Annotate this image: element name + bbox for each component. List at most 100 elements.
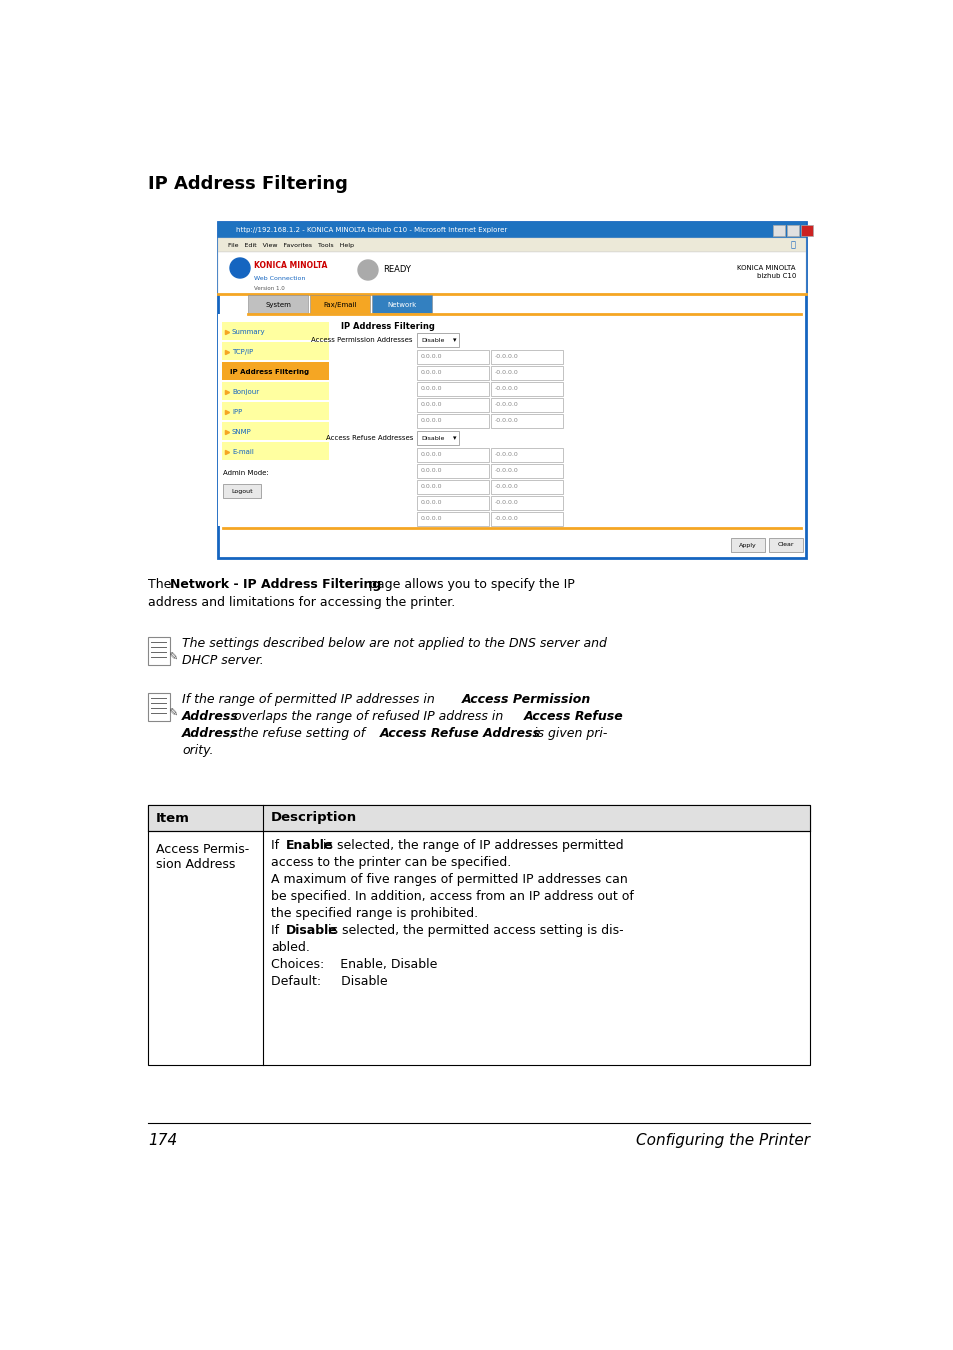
Bar <box>416 414 489 428</box>
Text: Access Refuse Address: Access Refuse Address <box>379 728 540 740</box>
Bar <box>491 495 562 510</box>
Bar <box>218 221 805 558</box>
Text: Web Connection: Web Connection <box>253 275 305 281</box>
Bar <box>218 252 805 294</box>
Text: access to the printer can be specified.: access to the printer can be specified. <box>271 856 511 869</box>
Bar <box>491 398 562 412</box>
Text: Address: Address <box>182 728 238 740</box>
Bar <box>491 448 562 462</box>
Bar <box>416 464 489 478</box>
Text: Access Permission Addresses: Access Permission Addresses <box>312 338 413 343</box>
Bar <box>416 448 489 462</box>
Text: Access Refuse Addresses: Access Refuse Addresses <box>325 435 413 441</box>
Bar <box>491 382 562 396</box>
Text: Default:     Disable: Default: Disable <box>271 975 387 988</box>
Bar <box>768 539 802 552</box>
Text: be specified. In addition, access from an IP address out of: be specified. In addition, access from a… <box>271 890 633 903</box>
Text: If the range of permitted IP addresses in: If the range of permitted IP addresses i… <box>182 693 438 706</box>
Text: -0.0.0.0: -0.0.0.0 <box>495 452 518 458</box>
Bar <box>222 342 329 360</box>
Bar <box>416 366 489 379</box>
Text: Clear: Clear <box>777 543 794 548</box>
Bar <box>222 423 329 440</box>
Text: Description: Description <box>271 811 356 825</box>
Text: KONICA MINOLTA: KONICA MINOLTA <box>253 262 327 270</box>
Text: 0.0.0.0: 0.0.0.0 <box>420 386 442 391</box>
Text: -0.0.0.0: -0.0.0.0 <box>495 501 518 505</box>
Text: The: The <box>148 578 175 591</box>
Bar <box>491 414 562 428</box>
Text: Version 1.0: Version 1.0 <box>253 285 284 290</box>
Bar <box>416 398 489 412</box>
Text: Disable: Disable <box>420 338 444 343</box>
Text: 0.0.0.0: 0.0.0.0 <box>420 370 442 375</box>
Text: If: If <box>271 923 283 937</box>
Bar <box>218 315 333 526</box>
Bar <box>416 431 458 446</box>
Text: Bonjour: Bonjour <box>232 389 259 396</box>
Bar <box>223 485 261 498</box>
Text: ority.: ority. <box>182 744 213 757</box>
Text: is given pri-: is given pri- <box>530 728 607 740</box>
Text: 0.0.0.0: 0.0.0.0 <box>420 501 442 505</box>
Text: 0.0.0.0: 0.0.0.0 <box>420 468 442 474</box>
Text: 0.0.0.0: 0.0.0.0 <box>420 517 442 521</box>
Text: 0.0.0.0: 0.0.0.0 <box>420 485 442 490</box>
Bar <box>218 238 805 252</box>
Text: -0.0.0.0: -0.0.0.0 <box>495 517 518 521</box>
Bar <box>310 296 370 313</box>
Text: Disable: Disable <box>286 923 337 937</box>
Bar <box>248 296 308 313</box>
Text: Enable: Enable <box>286 838 333 852</box>
Text: Admin Mode:: Admin Mode: <box>223 470 269 477</box>
Bar <box>491 481 562 494</box>
Bar <box>772 225 784 236</box>
Text: The settings described below are not applied to the DNS server and: The settings described below are not app… <box>182 637 606 649</box>
Text: ✎: ✎ <box>168 653 177 663</box>
Bar <box>148 637 170 666</box>
Text: ▾: ▾ <box>452 435 456 441</box>
Text: E-mail: E-mail <box>232 450 253 455</box>
Bar <box>222 402 329 420</box>
Text: overlaps the range of refused IP address in: overlaps the range of refused IP address… <box>230 710 507 724</box>
Text: Address: Address <box>182 710 238 724</box>
Text: Network - IP Address Filtering: Network - IP Address Filtering <box>170 578 381 591</box>
Text: Choices:    Enable, Disable: Choices: Enable, Disable <box>271 958 436 971</box>
Bar <box>416 333 458 347</box>
Text: Logout: Logout <box>231 489 253 494</box>
Bar <box>222 362 329 379</box>
Bar <box>372 296 432 313</box>
Bar <box>786 225 799 236</box>
Text: IPP: IPP <box>232 409 242 414</box>
Text: IP Address Filtering: IP Address Filtering <box>230 369 309 375</box>
Text: 0.0.0.0: 0.0.0.0 <box>420 452 442 458</box>
Text: 174: 174 <box>148 1133 177 1147</box>
Text: , the refuse setting of: , the refuse setting of <box>230 728 369 740</box>
Text: READY: READY <box>382 266 411 274</box>
Text: is selected, the range of IP addresses permitted: is selected, the range of IP addresses p… <box>318 838 623 852</box>
Bar <box>148 805 809 1065</box>
Text: -0.0.0.0: -0.0.0.0 <box>495 386 518 391</box>
Text: -0.0.0.0: -0.0.0.0 <box>495 355 518 359</box>
Text: abled.: abled. <box>271 941 310 954</box>
Text: ▾: ▾ <box>452 338 456 343</box>
Text: TCP/IP: TCP/IP <box>232 350 253 355</box>
Text: KONICA MINOLTA
bizhub C10: KONICA MINOLTA bizhub C10 <box>737 266 795 278</box>
Text: Apply: Apply <box>739 543 756 548</box>
Bar <box>148 805 809 832</box>
Text: If: If <box>271 838 283 852</box>
Text: the specified range is prohibited.: the specified range is prohibited. <box>271 907 477 919</box>
Text: Network: Network <box>387 302 416 308</box>
Text: Access Permis-
sion Address: Access Permis- sion Address <box>156 842 249 871</box>
Bar <box>222 441 329 460</box>
Bar <box>730 539 764 552</box>
Text: A maximum of five ranges of permitted IP addresses can: A maximum of five ranges of permitted IP… <box>271 873 627 886</box>
Text: -0.0.0.0: -0.0.0.0 <box>495 418 518 424</box>
Text: IP Address Filtering: IP Address Filtering <box>340 323 435 331</box>
Text: Configuring the Printer: Configuring the Printer <box>636 1133 809 1147</box>
Text: -0.0.0.0: -0.0.0.0 <box>495 402 518 408</box>
Text: address and limitations for accessing the printer.: address and limitations for accessing th… <box>148 595 455 609</box>
Bar <box>222 382 329 400</box>
Text: Fax/Email: Fax/Email <box>323 302 356 308</box>
Bar <box>416 512 489 526</box>
